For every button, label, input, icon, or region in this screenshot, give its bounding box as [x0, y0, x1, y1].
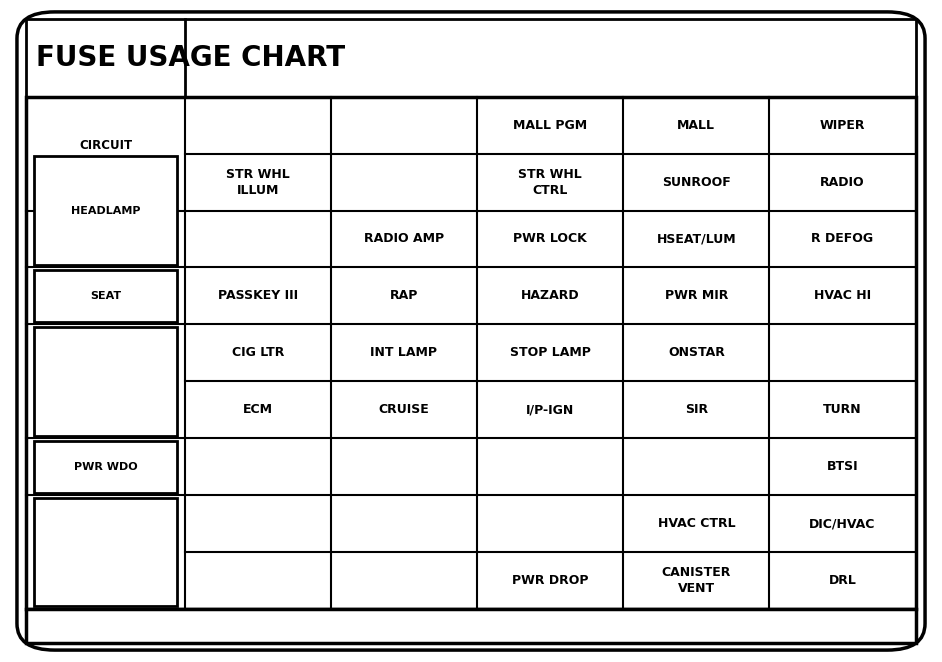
Text: DRL: DRL [829, 574, 856, 587]
Text: STR WHL
CTRL: STR WHL CTRL [518, 167, 582, 197]
Text: ONSTAR: ONSTAR [668, 346, 724, 359]
Text: RADIO AMP: RADIO AMP [364, 232, 444, 246]
Text: TURN: TURN [823, 403, 862, 416]
Text: DIC/HVAC: DIC/HVAC [809, 517, 876, 530]
Text: HVAC CTRL: HVAC CTRL [658, 517, 735, 530]
Text: MALL PGM: MALL PGM [513, 118, 587, 132]
Text: CRUISE: CRUISE [379, 403, 430, 416]
Text: RAP: RAP [390, 289, 418, 303]
Text: PWR LOCK: PWR LOCK [513, 232, 587, 246]
Text: HEADLAMP: HEADLAMP [71, 205, 140, 216]
Bar [34, 270, 177, 322]
Bar [34, 441, 177, 493]
Text: CIG LTR: CIG LTR [232, 346, 284, 359]
Text: RADIO: RADIO [820, 175, 865, 189]
Text: SUNROOF: SUNROOF [662, 175, 731, 189]
Text: MALL: MALL [677, 118, 715, 132]
Text: HAZARD: HAZARD [521, 289, 579, 303]
Bar [34, 498, 177, 606]
FancyBboxPatch shape [17, 12, 925, 650]
Text: STR WHL
ILLUM: STR WHL ILLUM [226, 167, 289, 197]
Bar [26, 609, 916, 643]
Text: STOP LAMP: STOP LAMP [510, 346, 591, 359]
Text: PWR DROP: PWR DROP [512, 574, 589, 587]
Text: HSEAT/LUM: HSEAT/LUM [657, 232, 736, 246]
Text: SEAT: SEAT [89, 291, 122, 301]
Bar [26, 97, 916, 609]
Text: I/P-IGN: I/P-IGN [526, 403, 575, 416]
Text: ECM: ECM [243, 403, 273, 416]
Bar [34, 156, 177, 265]
Bar [34, 327, 177, 436]
Text: HVAC HI: HVAC HI [814, 289, 871, 303]
Text: SIR: SIR [685, 403, 707, 416]
Text: CIRCUIT
BREAKERS: CIRCUIT BREAKERS [71, 138, 140, 169]
Text: CANISTER
VENT: CANISTER VENT [661, 566, 731, 595]
Bar [26, 19, 916, 97]
Text: FUSE USAGE CHART: FUSE USAGE CHART [36, 44, 345, 71]
Text: PWR MIR: PWR MIR [665, 289, 728, 303]
Text: INT LAMP: INT LAMP [370, 346, 437, 359]
Text: WIPER: WIPER [820, 118, 866, 132]
Text: PASSKEY III: PASSKEY III [218, 289, 298, 303]
Text: PWR WDO: PWR WDO [73, 462, 138, 472]
Text: BTSI: BTSI [827, 460, 858, 473]
Text: R DEFOG: R DEFOG [811, 232, 873, 246]
